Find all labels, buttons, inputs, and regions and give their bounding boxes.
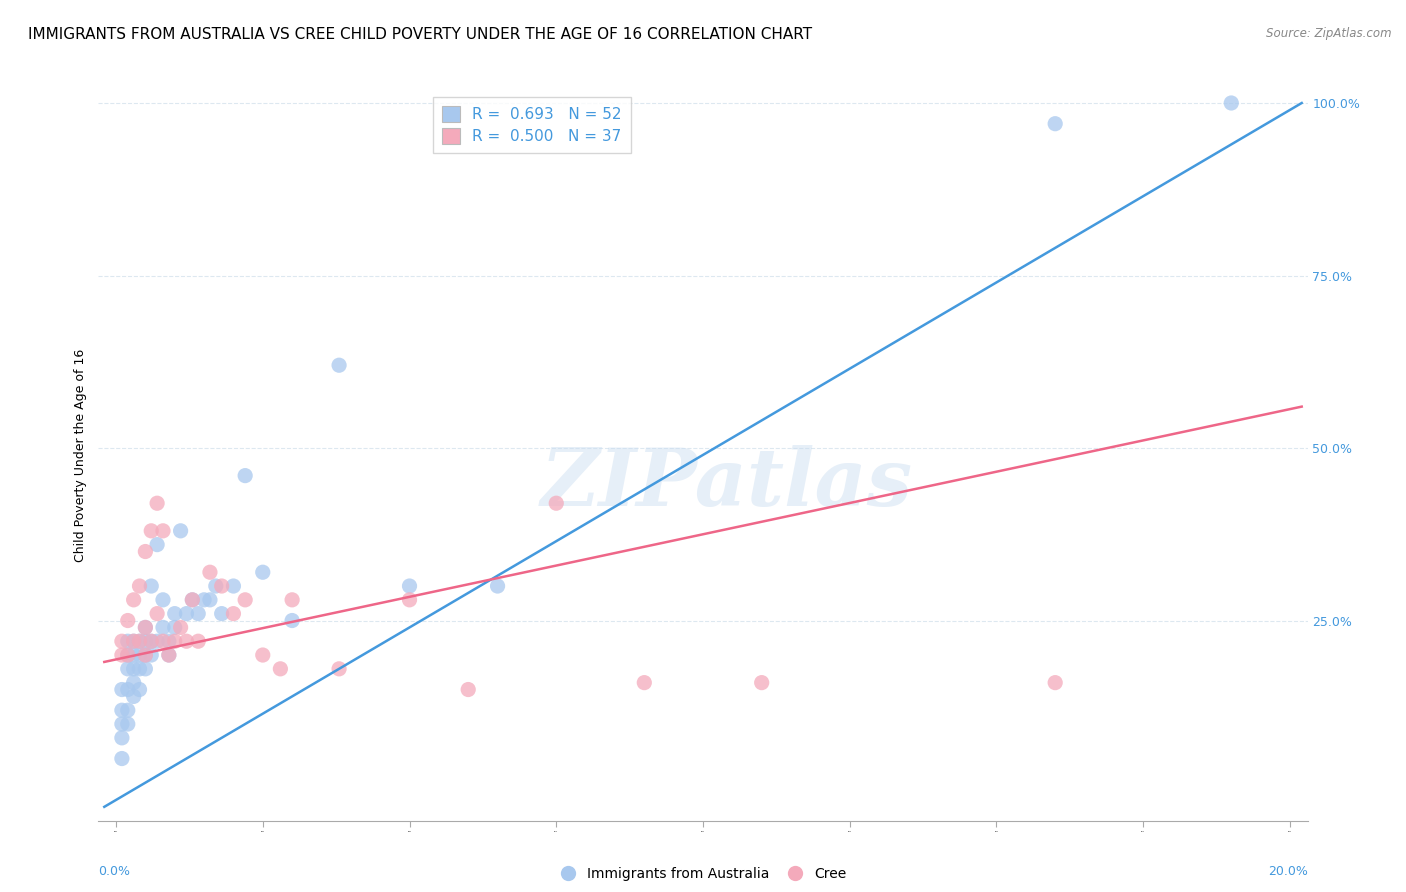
Point xyxy=(187,607,209,621)
Point xyxy=(134,662,156,676)
Point xyxy=(146,634,169,648)
Point xyxy=(211,579,233,593)
Point xyxy=(117,648,139,662)
Point xyxy=(111,648,134,662)
Point xyxy=(152,634,174,648)
Point xyxy=(122,634,145,648)
Point xyxy=(134,634,156,648)
Point xyxy=(281,614,304,628)
Point xyxy=(328,662,350,676)
Point xyxy=(122,648,145,662)
Point xyxy=(198,566,221,580)
Text: ZIPatlas: ZIPatlas xyxy=(541,445,914,523)
Point xyxy=(134,620,156,634)
Point xyxy=(128,648,150,662)
Point xyxy=(169,524,191,538)
Point xyxy=(233,592,256,607)
Point xyxy=(211,607,233,621)
Point xyxy=(163,607,186,621)
Point xyxy=(117,648,139,662)
Point xyxy=(146,496,169,510)
Point xyxy=(141,579,163,593)
Point xyxy=(163,620,186,634)
Point xyxy=(152,524,174,538)
Point xyxy=(398,579,420,593)
Point xyxy=(128,634,150,648)
Point xyxy=(169,620,191,634)
Point xyxy=(328,358,350,372)
Point xyxy=(122,675,145,690)
Point xyxy=(117,614,139,628)
Point xyxy=(128,634,150,648)
Point xyxy=(181,592,204,607)
Point xyxy=(117,634,139,648)
Point xyxy=(128,682,150,697)
Point xyxy=(122,690,145,704)
Point xyxy=(141,648,163,662)
Point xyxy=(281,592,304,607)
Text: 20.0%: 20.0% xyxy=(1268,864,1308,878)
Point xyxy=(233,468,256,483)
Point xyxy=(141,634,163,648)
Point xyxy=(111,703,134,717)
Point xyxy=(152,592,174,607)
Point xyxy=(128,579,150,593)
Point xyxy=(134,620,156,634)
Point xyxy=(546,496,568,510)
Point xyxy=(751,675,773,690)
Point xyxy=(111,731,134,745)
Point xyxy=(633,675,655,690)
Point xyxy=(122,592,145,607)
Point xyxy=(117,717,139,731)
Point xyxy=(176,607,198,621)
Point xyxy=(141,524,163,538)
Point xyxy=(117,703,139,717)
Legend: Immigrants from Australia, Cree: Immigrants from Australia, Cree xyxy=(554,862,852,887)
Point xyxy=(457,682,479,697)
Point xyxy=(204,579,226,593)
Point xyxy=(252,648,274,662)
Point xyxy=(117,662,139,676)
Point xyxy=(1220,95,1243,110)
Point xyxy=(269,662,291,676)
Point xyxy=(122,634,145,648)
Point xyxy=(157,648,180,662)
Point xyxy=(111,634,134,648)
Point xyxy=(486,579,509,593)
Text: IMMIGRANTS FROM AUSTRALIA VS CREE CHILD POVERTY UNDER THE AGE OF 16 CORRELATION : IMMIGRANTS FROM AUSTRALIA VS CREE CHILD … xyxy=(28,27,813,42)
Point xyxy=(111,717,134,731)
Point xyxy=(252,566,274,580)
Point xyxy=(157,634,180,648)
Point xyxy=(134,544,156,558)
Text: Source: ZipAtlas.com: Source: ZipAtlas.com xyxy=(1267,27,1392,40)
Point xyxy=(193,592,215,607)
Point xyxy=(152,620,174,634)
Point xyxy=(198,592,221,607)
Point xyxy=(187,634,209,648)
Point xyxy=(163,634,186,648)
Text: 0.0%: 0.0% xyxy=(98,864,131,878)
Point xyxy=(222,607,245,621)
Y-axis label: Child Poverty Under the Age of 16: Child Poverty Under the Age of 16 xyxy=(75,348,87,562)
Point xyxy=(222,579,245,593)
Point xyxy=(146,607,169,621)
Point xyxy=(117,682,139,697)
Point xyxy=(128,662,150,676)
Point xyxy=(122,662,145,676)
Point xyxy=(134,648,156,662)
Point xyxy=(134,648,156,662)
Point xyxy=(111,682,134,697)
Point xyxy=(176,634,198,648)
Point xyxy=(1043,117,1066,131)
Point xyxy=(1043,675,1066,690)
Point xyxy=(398,592,420,607)
Point xyxy=(181,592,204,607)
Point xyxy=(157,648,180,662)
Point xyxy=(146,538,169,552)
Point xyxy=(141,634,163,648)
Point xyxy=(111,751,134,765)
